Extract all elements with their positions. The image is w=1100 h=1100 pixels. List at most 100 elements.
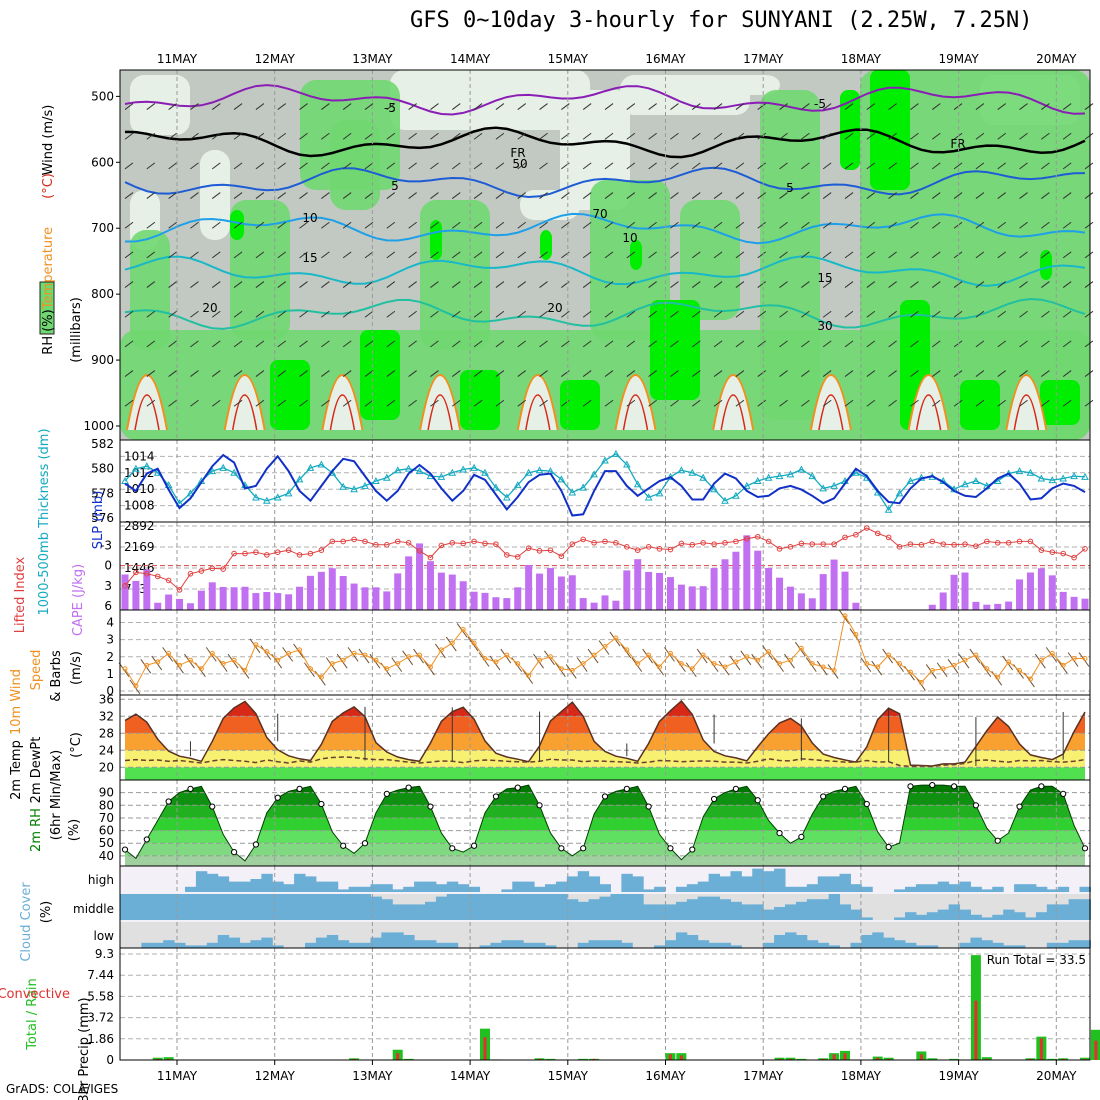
cloud-cell [1003, 945, 1015, 948]
day-label-bottom: 20MAY [1036, 1069, 1077, 1083]
cape-bar [1016, 579, 1024, 610]
wind-barb [997, 132, 1007, 140]
lifted-index-point [1060, 550, 1066, 557]
wind-barb [168, 132, 177, 140]
wind-speed-point [526, 673, 532, 679]
cloud-cell [992, 914, 1004, 920]
precip-tick: 9.3 [95, 947, 114, 961]
precip-convective-bar [985, 1058, 989, 1060]
rh-point [296, 785, 303, 792]
wind-barb [408, 162, 417, 170]
wind-barb [1062, 399, 1072, 407]
cloud-cell [795, 901, 808, 920]
wind-barb [626, 370, 636, 377]
wind-barb [146, 310, 156, 318]
cloud-cell [294, 894, 306, 920]
lifted-index-point [722, 539, 728, 546]
lifted-index-point [744, 535, 750, 542]
wind-barb [582, 132, 592, 140]
wind-speed-point [569, 667, 575, 673]
contour-label: 30 [817, 319, 832, 333]
wind-barb [670, 281, 679, 288]
wind-barb [522, 669, 534, 684]
wind-barb [430, 103, 439, 110]
cape-bar [1026, 572, 1034, 610]
wind-barb [953, 132, 963, 140]
wind-barb [233, 221, 243, 229]
wind-barb [975, 370, 985, 377]
lifted-index-point [580, 536, 586, 543]
wind-barb [342, 340, 352, 348]
wind-speed-point [471, 640, 477, 646]
precip-tick: 0 [106, 1053, 114, 1067]
temp-tick: 28 [99, 726, 114, 740]
wind-barb [779, 103, 788, 110]
cloud-cell [970, 886, 982, 892]
cloud-cell [239, 894, 251, 920]
wind-barb [321, 103, 330, 110]
wind-speed-point [307, 666, 313, 672]
wind-barb [735, 399, 745, 407]
slp-point [797, 465, 806, 473]
cloud-cell [501, 940, 513, 948]
wind-speed-point [275, 657, 281, 663]
cloud-cell [403, 935, 415, 948]
wind-barb [255, 340, 265, 348]
thickness-tick: 580 [91, 462, 114, 476]
wind-speed-point [362, 652, 368, 658]
wind-barb [931, 399, 941, 407]
ylabel-cape: CAPE (J/kg) [71, 564, 86, 636]
wind-barb [386, 340, 396, 348]
wind-barb [386, 103, 396, 110]
cloud-cell [785, 886, 797, 892]
wind-barb [910, 399, 919, 407]
wind-barb [713, 370, 723, 377]
cloud-cell [512, 940, 524, 948]
wind-barb [975, 399, 985, 407]
wind-speed-point [657, 664, 663, 670]
wind-barb [364, 162, 374, 170]
cape-bar [208, 582, 216, 610]
slp-point [884, 505, 893, 513]
wind-barb [495, 103, 505, 110]
slp-point [262, 496, 271, 504]
cloud-cell [1035, 912, 1048, 920]
wind-barb [321, 162, 330, 170]
precip-convective-bar [679, 1055, 683, 1060]
rh-moist-area [680, 200, 740, 320]
wind-barb [342, 310, 352, 318]
slp-point [252, 493, 260, 501]
lifted-index-point [154, 573, 161, 580]
wind-barb [1041, 162, 1050, 170]
cape-bar [721, 559, 729, 610]
cloud-cell [228, 937, 241, 948]
pressure-tick: 900 [91, 353, 114, 367]
cloud-cell [1068, 940, 1081, 948]
wind-barb [975, 340, 985, 348]
rh-saturated-area [360, 330, 400, 420]
cloud-cell [272, 881, 284, 892]
wind-barb [801, 310, 810, 318]
ylabel-wind-speed: Speed [29, 650, 44, 691]
rh-point [449, 845, 456, 852]
wind-barb [648, 340, 657, 348]
cape-bar [459, 581, 467, 610]
cloud-cell [534, 886, 546, 892]
pressure-tick: 700 [91, 221, 114, 235]
cloud-cell [206, 894, 219, 920]
lifted-index-tick: 6 [104, 599, 112, 613]
cloud-cell [632, 876, 644, 892]
precip-convective-bar [778, 1058, 782, 1060]
wind-barb [1084, 340, 1094, 348]
cape-bar [710, 568, 718, 610]
rh-point [667, 845, 674, 852]
wind-barb [953, 310, 963, 318]
wind-barb [670, 132, 679, 140]
wind-speed-point [427, 664, 433, 670]
cloud-cell [926, 912, 939, 920]
cloud-cell [512, 881, 524, 892]
cloud-cell [654, 945, 666, 948]
cloud-cell [905, 886, 917, 892]
warm-contour-inner [915, 394, 942, 431]
